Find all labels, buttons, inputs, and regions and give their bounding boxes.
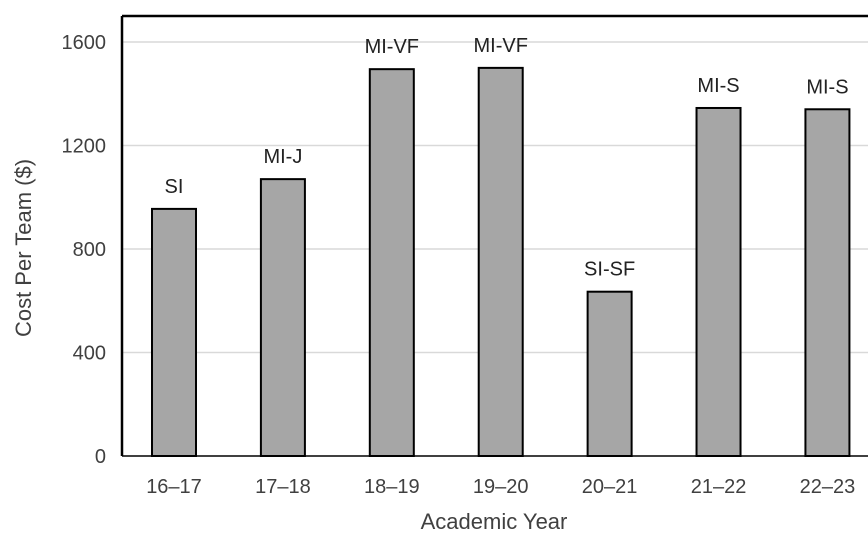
bar-data-label: MI-VF (365, 36, 419, 58)
axes (120, 14, 868, 457)
x-tick-label: 21–22 (691, 476, 747, 498)
bar-data-label: MI-VF (473, 35, 527, 57)
bar-data-label: MI-S (806, 76, 848, 98)
x-tick-label: 17–18 (255, 476, 311, 498)
y-tick-label: 1600 (62, 32, 107, 54)
bar-22–23 (804, 108, 851, 458)
y-tick-label: 1200 (62, 136, 107, 158)
bar-16–17 (151, 207, 197, 457)
y-axis-title: Cost Per Team ($) (11, 159, 36, 337)
x-axis-title: Academic Year (421, 509, 568, 534)
y-tick-label: 800 (73, 239, 106, 261)
bar-19–20 (477, 66, 524, 457)
x-tick-label: 22–23 (800, 476, 856, 498)
bar-20–21 (586, 290, 633, 457)
x-tick-label: 20–21 (582, 476, 638, 498)
bar-labels: SI MI-J MI-VF MI-VF SI-SF MI-S MI-S (165, 35, 849, 281)
bar-data-label: MI-J (263, 146, 302, 168)
bar-21–22 (695, 106, 742, 457)
bar-data-label: MI-S (697, 75, 739, 97)
bars (151, 66, 851, 458)
bar-data-label: SI-SF (584, 259, 635, 281)
bar-data-label: SI (165, 176, 184, 198)
x-tick-label: 19–20 (473, 476, 529, 498)
bar-17–18 (259, 178, 306, 457)
x-tick-label: 16–17 (146, 476, 202, 498)
x-tick-label: 18–19 (364, 476, 420, 498)
tick-labels: 0 400 800 1200 1600 16–17 17–18 18–19 19–20 20–21… (62, 32, 856, 498)
y-tick-label: 400 (73, 343, 106, 365)
bar-18–19 (368, 68, 415, 457)
y-tick-label: 0 (95, 446, 106, 468)
